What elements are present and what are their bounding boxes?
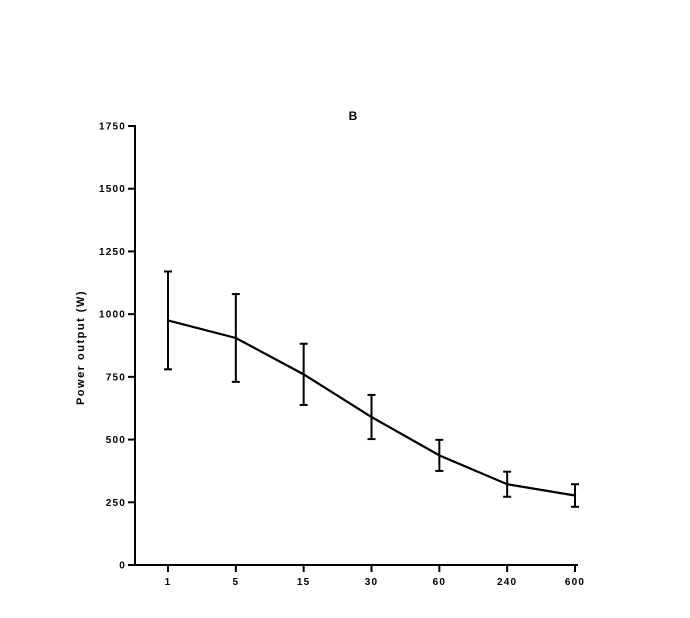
error-bar (367, 393, 376, 441)
error-bar (571, 483, 579, 508)
x-axis: 1 5 15 30 60 240 600 (134, 564, 585, 588)
data-point (370, 415, 373, 419)
chart-title: B (349, 109, 358, 123)
data-point (505, 483, 509, 486)
y-tick-label: 1000 (99, 310, 126, 321)
error-bar (503, 470, 512, 498)
y-tick-label: 0 (119, 561, 126, 572)
data-point (302, 373, 305, 376)
y-axis-title: Power output (W) (75, 290, 87, 405)
data-point (573, 494, 577, 497)
error-bar (231, 293, 240, 383)
x-tick-label: 60 (433, 577, 447, 588)
y-tick-label: 500 (106, 435, 126, 446)
x-tick-label: 600 (565, 577, 585, 588)
y-tick-label: 750 (106, 372, 126, 383)
y-tick-label: 250 (106, 498, 126, 509)
x-tick-label: 30 (365, 577, 379, 588)
error-bar (435, 438, 444, 472)
y-tick-label: 1500 (99, 184, 126, 195)
error-bar (164, 270, 172, 371)
data-point (166, 319, 170, 322)
plot-area (164, 270, 579, 508)
error-bar (299, 342, 308, 406)
x-tick-label: 1 (165, 577, 172, 588)
y-tick-label: 1250 (99, 247, 126, 258)
data-point (438, 454, 441, 457)
x-tick-label: 240 (497, 577, 517, 588)
x-tick-label: 15 (297, 577, 311, 588)
x-tick-label: 5 (232, 577, 239, 588)
data-point (234, 336, 238, 340)
y-axis: 0 250 500 750 1000 1250 1500 1750 (99, 122, 136, 572)
y-tick-label: 1750 (99, 122, 126, 133)
